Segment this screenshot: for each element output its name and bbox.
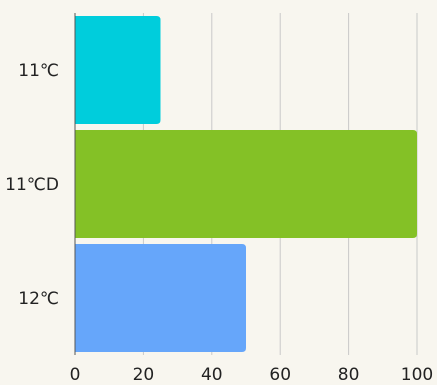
x-tick-label-40: 40 [201, 365, 223, 385]
bar-3 [75, 244, 246, 352]
category-label-3: 12℃ [18, 289, 59, 309]
category-label-2: 11℃D [5, 175, 59, 195]
x-tick-labels: 0 20 40 60 80 100 [70, 365, 434, 385]
x-tick-label-0: 0 [70, 365, 81, 385]
x-tick-label-100: 100 [401, 365, 433, 385]
bar-1 [75, 16, 161, 124]
x-tick-label-60: 60 [269, 365, 291, 385]
category-label-1: 11℃ [18, 61, 59, 81]
bars [75, 16, 417, 352]
x-tick-label-20: 20 [133, 365, 155, 385]
bar-2 [75, 130, 417, 238]
category-labels: 11℃ 11℃D 12℃ [5, 61, 59, 309]
x-tick-label-80: 80 [338, 365, 360, 385]
